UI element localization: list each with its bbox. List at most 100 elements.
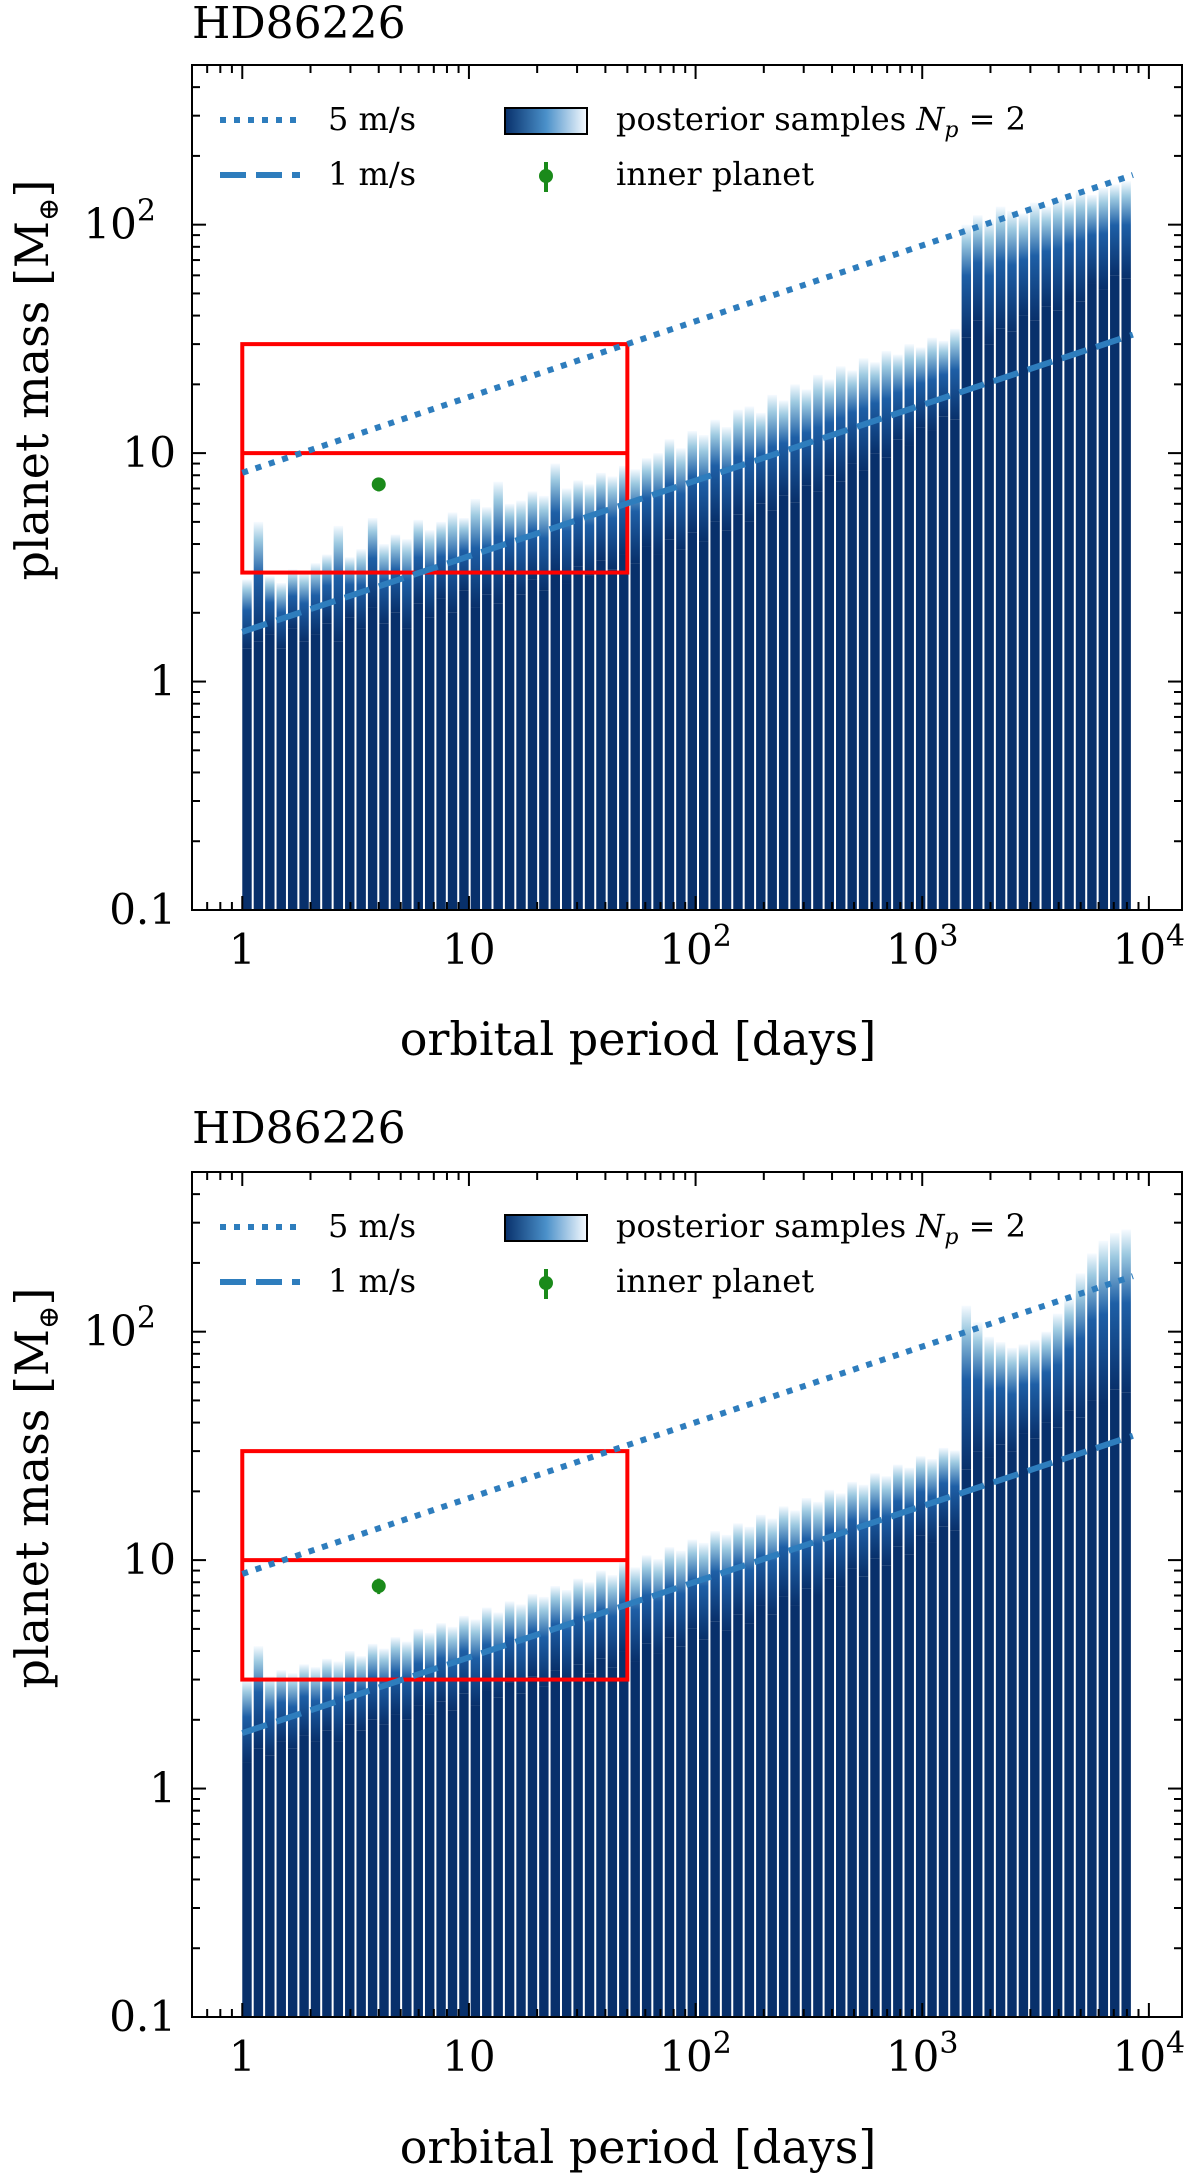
- posterior-bar: [961, 337, 972, 910]
- posterior-bar-fade: [287, 1673, 298, 1749]
- posterior-bar-fade: [893, 354, 903, 440]
- posterior-bar: [333, 641, 344, 910]
- posterior-bar: [345, 617, 355, 910]
- posterior-bar-fade: [493, 481, 503, 604]
- posterior-bar: [710, 521, 720, 910]
- posterior-bar-fade: [253, 1646, 264, 1749]
- posterior-bar: [402, 1719, 412, 2017]
- legend-samples-label: posterior samples Np = 2: [616, 100, 1026, 143]
- posterior-bar-fade: [676, 1550, 686, 1647]
- posterior-bar: [904, 445, 914, 910]
- posterior-bar-fade: [1018, 1344, 1029, 1434]
- posterior-bar: [459, 590, 469, 910]
- posterior-bar: [504, 1682, 515, 2017]
- ticks: 1 10 102 103 104 0.1 1 10 102: [83, 1171, 1185, 2081]
- posterior-bar-fade: [550, 463, 560, 573]
- posterior-bar-fade: [322, 1658, 332, 1731]
- legend-dashed-label: 1 m/s: [328, 155, 416, 193]
- posterior-bar-fade: [699, 435, 709, 542]
- posterior-bar-fade: [619, 465, 629, 555]
- posterior-bar-fade: [367, 517, 378, 608]
- posterior-bar: [858, 470, 869, 910]
- posterior-bar-fade: [333, 525, 344, 642]
- posterior-bar-fade: [1041, 1331, 1051, 1423]
- posterior-bar-fade: [265, 575, 275, 635]
- legend-planet-marker: [539, 169, 553, 183]
- posterior-bar-fade: [721, 1534, 732, 1631]
- posterior-bar: [801, 1588, 812, 2017]
- axes-frame: [191, 64, 1183, 911]
- legend-dotted-label: 5 m/s: [328, 1207, 416, 1245]
- posterior-bar-fade: [950, 328, 960, 420]
- posterior-bar: [687, 1628, 698, 2017]
- posterior-bar: [322, 623, 332, 910]
- posterior-bar-fade: [413, 1628, 423, 1706]
- posterior-bar: [927, 430, 937, 910]
- posterior-bar: [402, 628, 412, 910]
- posterior-bar-fade: [710, 419, 720, 522]
- posterior-bar: [790, 1605, 800, 2017]
- posterior-bar: [1098, 1404, 1109, 2017]
- posterior-bar: [847, 463, 857, 910]
- posterior-bar-fade: [881, 350, 892, 458]
- posterior-bar: [550, 1670, 560, 2017]
- posterior-bar-fade: [367, 1643, 378, 1720]
- posterior-bar: [607, 1667, 618, 2017]
- y-tick-label: 102: [83, 1301, 156, 1356]
- line-1ms: [241, 331, 1134, 635]
- posterior-bar: [470, 1705, 481, 2017]
- posterior-bar: [858, 1576, 869, 2017]
- posterior-bar-fade: [984, 1336, 994, 1458]
- posterior-bar-fade: [961, 224, 972, 338]
- posterior-bar-fade: [893, 1464, 903, 1547]
- posterior-bar-fade: [516, 500, 526, 595]
- posterior-bar: [984, 344, 994, 910]
- posterior-bar-fade: [1052, 1313, 1063, 1428]
- posterior-bar-fade: [744, 1526, 755, 1624]
- posterior-bar-fade: [733, 409, 743, 515]
- posterior-bar-fade: [847, 1481, 857, 1569]
- posterior-bar-fade: [1052, 198, 1063, 311]
- posterior-bar: [778, 1596, 789, 2017]
- posterior-bar: [390, 1714, 401, 2017]
- posterior-bar: [1007, 331, 1017, 910]
- posterior-bar: [950, 419, 960, 910]
- posterior-bar-fade: [915, 347, 926, 428]
- posterior-bar-fade: [413, 519, 423, 604]
- posterior-bar-fade: [1018, 213, 1029, 316]
- posterior-bar-fade: [995, 1342, 1006, 1445]
- posterior-bar-fade: [287, 569, 298, 629]
- posterior-bar: [310, 634, 321, 910]
- posterior-bar: [676, 1646, 686, 2017]
- posterior-bar-fade: [356, 549, 366, 629]
- posterior-bar: [242, 1762, 252, 2017]
- posterior-bar: [516, 1693, 526, 2017]
- posterior-bar: [493, 603, 503, 910]
- posterior-bar: [710, 1621, 720, 2017]
- posterior-bar: [379, 1724, 389, 2017]
- posterior-bar-fade: [767, 1518, 777, 1615]
- chart-panel-bottom: HD86226 5 m/s 1 m/s posterior samples Np…: [5, 1103, 1185, 2174]
- x-tick-label: 1: [229, 2032, 256, 2081]
- posterior-bar: [733, 514, 743, 910]
- posterior-bar: [767, 510, 777, 910]
- posterior-bar: [367, 607, 378, 910]
- posterior-bar: [653, 554, 663, 910]
- posterior-bar: [813, 491, 823, 910]
- posterior-bar: [630, 563, 640, 910]
- posterior-bar-fade: [641, 458, 652, 547]
- posterior-bar: [333, 1741, 344, 2017]
- posterior-bar-fade: [345, 557, 355, 618]
- posterior-bar: [424, 1714, 435, 2017]
- posterior-bar-fade: [607, 1575, 618, 1668]
- posterior-bar: [915, 427, 926, 910]
- posterior-bar: [516, 594, 526, 910]
- posterior-bar: [447, 612, 458, 910]
- posterior-bar-fade: [721, 427, 732, 531]
- x-tick-label: 104: [1113, 919, 1186, 974]
- posterior-bar: [756, 503, 766, 910]
- posterior-bar: [356, 1730, 366, 2017]
- posterior-bar-fade: [790, 384, 800, 503]
- posterior-bar: [253, 1748, 264, 2017]
- posterior-bar-fade: [1030, 202, 1040, 321]
